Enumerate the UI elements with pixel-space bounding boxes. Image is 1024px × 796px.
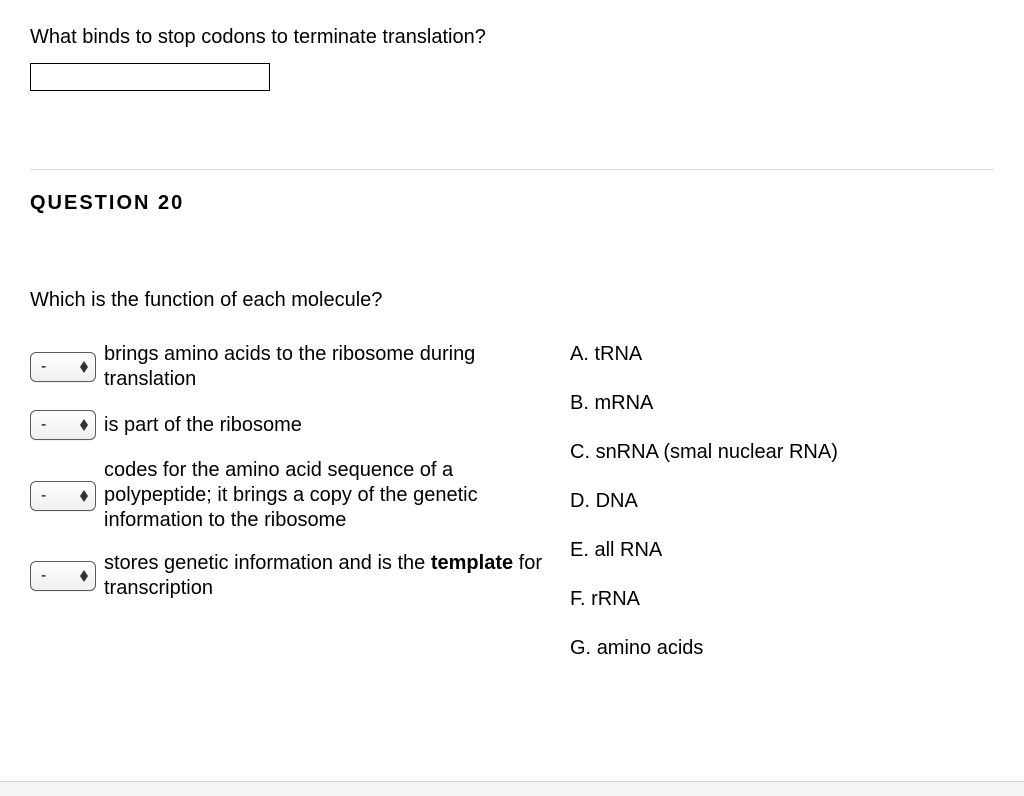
- stepper-arrows-icon: [79, 570, 89, 582]
- answer-choice: A. tRNA: [570, 342, 990, 367]
- answer-letter: A.: [570, 343, 589, 365]
- match-row: - stores genetic information and is the …: [30, 551, 560, 601]
- bottom-bar: [0, 781, 1024, 796]
- answer-text: amino acids: [597, 637, 704, 659]
- match-dropdown-2[interactable]: -: [30, 410, 96, 440]
- match-row: - codes for the amino acid sequence of a…: [30, 458, 560, 533]
- answer-text: all RNA: [594, 539, 662, 561]
- match-text-pre: stores genetic information and is the: [104, 552, 431, 574]
- quiz-page: What binds to stop codons to terminate t…: [0, 0, 1024, 796]
- answer-choice: C. snRNA (smal nuclear RNA): [570, 440, 990, 465]
- question-19-block: What binds to stop codons to terminate t…: [30, 26, 994, 91]
- answer-letter: C.: [570, 441, 590, 463]
- stepper-arrows-icon: [79, 490, 89, 502]
- answer-letter: G.: [570, 637, 591, 659]
- stepper-arrows-icon: [79, 419, 89, 431]
- answer-text: DNA: [596, 490, 638, 512]
- match-text: stores genetic information and is the te…: [104, 551, 560, 601]
- answer-letter: B.: [570, 392, 589, 414]
- match-dropdown-4[interactable]: -: [30, 561, 96, 591]
- match-text: brings amino acids to the ribosome durin…: [104, 342, 560, 392]
- matching-left-column: - brings amino acids to the ribosome dur…: [30, 342, 560, 619]
- dropdown-value: -: [41, 487, 79, 505]
- dropdown-value: -: [41, 358, 79, 376]
- answer-choices-column: A. tRNA B. mRNA C. snRNA (smal nuclear R…: [570, 342, 990, 685]
- dropdown-value: -: [41, 416, 79, 434]
- question-20-prompt: Which is the function of each molecule?: [30, 289, 994, 312]
- matching-area: - brings amino acids to the ribosome dur…: [30, 342, 994, 685]
- answer-text: mRNA: [594, 392, 653, 414]
- match-row: - is part of the ribosome: [30, 410, 560, 440]
- match-dropdown-1[interactable]: -: [30, 352, 96, 382]
- answer-choice: D. DNA: [570, 489, 990, 514]
- answer-choice: G. amino acids: [570, 636, 990, 661]
- match-text: is part of the ribosome: [104, 413, 302, 438]
- answer-letter: D.: [570, 490, 590, 512]
- answer-choice: E. all RNA: [570, 538, 990, 563]
- answer-choice: F. rRNA: [570, 587, 990, 612]
- question-19-input[interactable]: [30, 63, 270, 91]
- answer-letter: E.: [570, 539, 589, 561]
- answer-text: snRNA (smal nuclear RNA): [596, 441, 838, 463]
- answer-text: rRNA: [591, 588, 640, 610]
- match-text-bold: template: [431, 552, 513, 574]
- answer-choice: B. mRNA: [570, 391, 990, 416]
- match-text: codes for the amino acid sequence of a p…: [104, 458, 560, 533]
- question-20-heading: QUESTION 20: [30, 192, 994, 215]
- section-divider: [30, 169, 994, 170]
- question-19-prompt: What binds to stop codons to terminate t…: [30, 26, 994, 49]
- match-dropdown-3[interactable]: -: [30, 481, 96, 511]
- answer-text: tRNA: [594, 343, 642, 365]
- answer-letter: F.: [570, 588, 586, 610]
- match-row: - brings amino acids to the ribosome dur…: [30, 342, 560, 392]
- dropdown-value: -: [41, 567, 79, 585]
- stepper-arrows-icon: [79, 361, 89, 373]
